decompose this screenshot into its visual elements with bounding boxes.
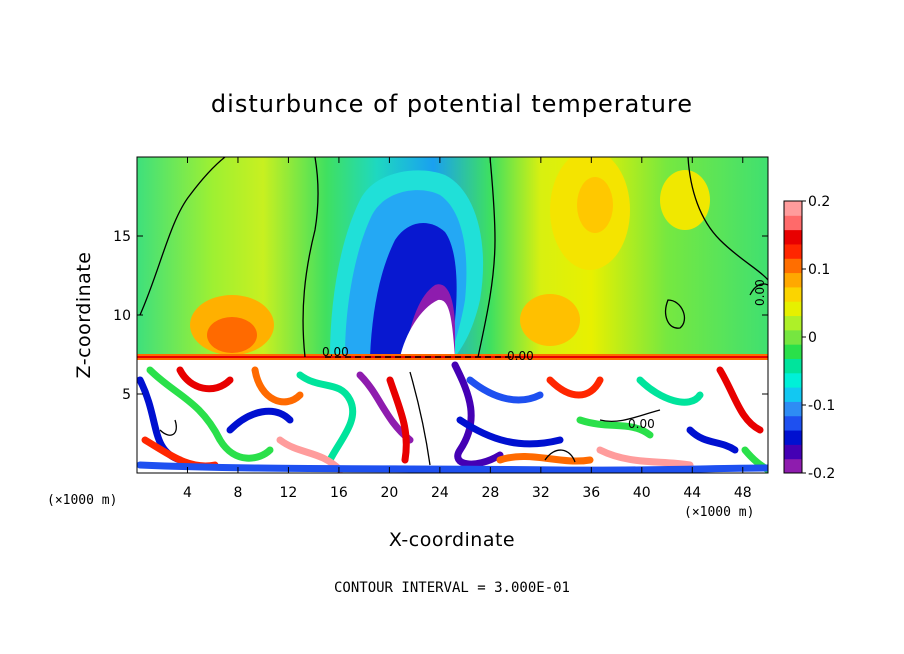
colorbar-swatch bbox=[784, 301, 802, 317]
colorbar-swatch bbox=[784, 229, 802, 245]
colorbar-tick-label: -0.1 bbox=[808, 398, 835, 414]
x-axis-label: X-coordinate bbox=[389, 529, 515, 551]
colorbar-tick-label: 0.2 bbox=[808, 194, 830, 210]
contour-interval-note: CONTOUR INTERVAL = 3.000E-01 bbox=[334, 580, 570, 596]
x-tick-label: 8 bbox=[233, 485, 242, 501]
colorbar-swatch bbox=[784, 415, 802, 431]
y-axis-label: Z-coordinate bbox=[73, 252, 95, 379]
colorbar-tick-label: 0.1 bbox=[808, 262, 830, 278]
colorbar-swatch bbox=[784, 258, 802, 274]
colorbar-ticks: 0.2 0.1 0 -0.1 -0.2 bbox=[802, 194, 835, 482]
colorbar-tick-label: -0.2 bbox=[808, 466, 835, 482]
y-tick-label: 15 bbox=[113, 229, 131, 245]
contour-label-group: 0.00 0.00 0.00 0.00 bbox=[322, 279, 767, 431]
cold-plume bbox=[400, 299, 455, 357]
x-tick-label: 40 bbox=[633, 485, 651, 501]
x-tick-label: 16 bbox=[330, 485, 348, 501]
colorbar-swatch bbox=[784, 329, 802, 345]
colorbar-swatch bbox=[784, 430, 802, 445]
warm-anomaly bbox=[577, 177, 613, 233]
x-tick-label: 24 bbox=[431, 485, 449, 501]
warm-anomaly bbox=[520, 294, 580, 346]
y-axis-unit: (×1000 m) bbox=[47, 493, 117, 508]
warm-anomaly bbox=[207, 317, 257, 353]
inversion-band bbox=[137, 356, 768, 358]
colorbar-swatch bbox=[784, 315, 802, 331]
colorbar bbox=[784, 201, 802, 474]
x-tick-label: 48 bbox=[734, 485, 752, 501]
colorbar-swatch bbox=[784, 243, 802, 259]
x-tick-label: 36 bbox=[582, 485, 600, 501]
chart-title: disturbunce of potential temperature bbox=[211, 90, 693, 118]
colorbar-swatch bbox=[784, 387, 802, 402]
contour-label: 0.00 bbox=[753, 279, 767, 306]
plot-area bbox=[137, 157, 768, 473]
x-tick-label: 20 bbox=[380, 485, 398, 501]
colorbar-swatch bbox=[784, 201, 802, 216]
contour-label: 0.00 bbox=[628, 417, 655, 431]
colorbar-swatch bbox=[784, 358, 802, 374]
x-axis-unit: (×1000 m) bbox=[684, 505, 754, 520]
y-axis-ticks: 5 10 15 bbox=[113, 229, 768, 403]
contour-label: 0.00 bbox=[507, 349, 534, 363]
turbulent-eddies bbox=[137, 361, 768, 473]
x-tick-label: 4 bbox=[183, 485, 192, 501]
colorbar-swatch bbox=[784, 215, 802, 231]
x-tick-label: 32 bbox=[532, 485, 550, 501]
colorbar-swatch bbox=[784, 344, 802, 359]
x-tick-label: 12 bbox=[280, 485, 298, 501]
y-tick-label: 5 bbox=[122, 387, 131, 403]
colorbar-swatch bbox=[784, 458, 802, 474]
contour-lines bbox=[139, 157, 768, 466]
y-tick-label: 10 bbox=[113, 308, 131, 324]
warm-anomaly bbox=[660, 170, 710, 230]
colorbar-swatch bbox=[784, 444, 802, 460]
colorbar-swatch bbox=[784, 372, 802, 388]
colorbar-swatch bbox=[784, 401, 802, 417]
x-tick-label: 44 bbox=[683, 485, 701, 501]
colorbar-swatch bbox=[784, 286, 802, 302]
x-tick-label: 28 bbox=[481, 485, 499, 501]
x-axis-ticks: 4 8 12 16 20 24 28 32 36 40 44 48 bbox=[183, 157, 752, 501]
contour-label: 0.00 bbox=[322, 345, 349, 359]
colorbar-tick-label: 0 bbox=[808, 330, 817, 346]
colorbar-swatch bbox=[784, 272, 802, 288]
